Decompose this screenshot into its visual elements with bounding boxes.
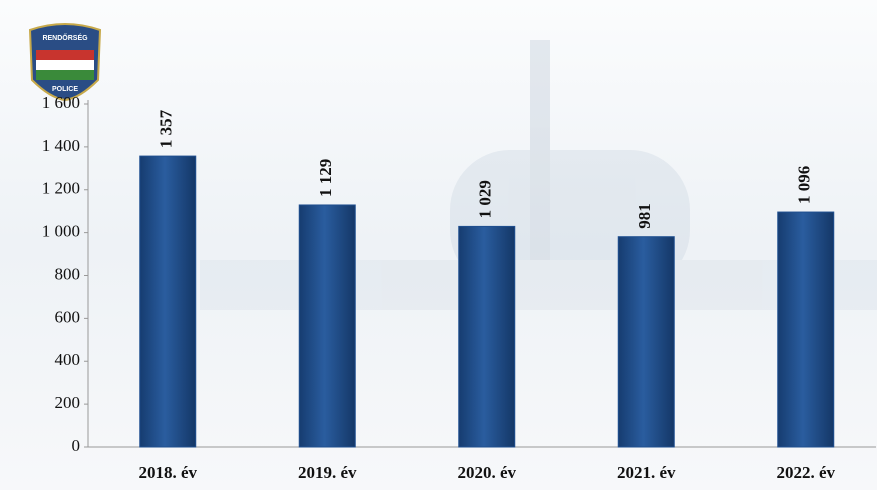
value-label: 1 029	[476, 180, 495, 218]
value-label: 1 129	[316, 159, 335, 197]
x-tick-label: 2021. év	[617, 463, 676, 482]
bar	[458, 225, 516, 448]
y-tick-label: 1 200	[42, 179, 80, 198]
logo-top-text: RENDŐRSÉG	[42, 33, 88, 42]
y-tick-label: 1 600	[42, 93, 80, 112]
bar	[139, 155, 197, 448]
x-tick-label: 2020. év	[457, 463, 516, 482]
value-label: 981	[635, 203, 654, 229]
x-tick-label: 2019. év	[298, 463, 357, 482]
logo-bottom-text: POLICE	[52, 86, 78, 93]
bar	[777, 211, 835, 448]
y-tick-label: 800	[55, 264, 81, 283]
y-tick-label: 1 400	[42, 136, 80, 155]
y-tick-label: 1 000	[42, 222, 80, 241]
value-label: 1 357	[157, 109, 176, 148]
value-label: 1 096	[795, 166, 814, 204]
bar	[617, 236, 675, 448]
x-tick-label: 2022. év	[776, 463, 835, 482]
y-tick-label: 600	[55, 307, 81, 326]
y-tick-label: 200	[55, 393, 81, 412]
x-tick-label: 2018. év	[138, 463, 197, 482]
y-tick-label: 400	[55, 350, 81, 369]
logo: RENDŐRSÉG POLICE	[28, 23, 102, 102]
y-tick-label: 0	[72, 436, 81, 455]
bar	[298, 204, 356, 448]
